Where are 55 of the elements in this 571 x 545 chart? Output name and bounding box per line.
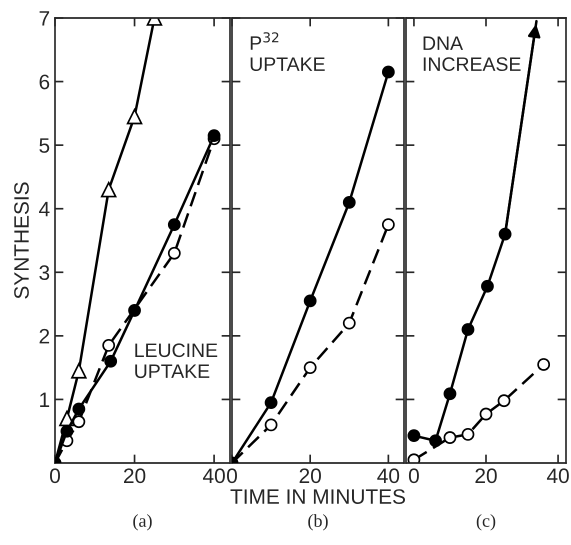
point bbox=[102, 339, 116, 352]
point bbox=[342, 196, 356, 209]
y-tick-label: 4 bbox=[39, 202, 50, 216]
y-tick-label: 7 bbox=[40, 11, 50, 26]
point bbox=[264, 418, 278, 432]
annotation: P$^{32}$ UPTAKE bbox=[250, 32, 325, 72]
x-tick-label: 20 bbox=[124, 468, 146, 484]
point bbox=[71, 363, 87, 379]
point bbox=[382, 66, 395, 78]
x-tick-label: 40 bbox=[377, 468, 400, 484]
y-tick-label: 5 bbox=[39, 138, 50, 153]
point bbox=[462, 323, 474, 336]
x-tick-label: 0 bbox=[227, 468, 237, 484]
point bbox=[480, 408, 492, 420]
point bbox=[382, 218, 395, 231]
x-tick-label: 40 bbox=[546, 468, 569, 484]
text: (c) bbox=[476, 514, 496, 531]
x-tick-label: 40 bbox=[202, 468, 225, 484]
point bbox=[537, 358, 550, 371]
x-tick-label: 0 bbox=[408, 468, 419, 484]
point bbox=[304, 361, 317, 374]
point bbox=[168, 246, 181, 260]
x-axis-title: TIME IN MINUTES bbox=[230, 489, 406, 504]
point bbox=[444, 431, 456, 444]
point bbox=[498, 228, 512, 241]
point bbox=[498, 394, 510, 408]
point bbox=[60, 424, 74, 438]
point bbox=[168, 218, 181, 231]
y-tick-label: 3 bbox=[39, 265, 50, 280]
y-tick-label: 6 bbox=[40, 74, 50, 90]
y-axis-title: SYNTHESIS bbox=[14, 182, 29, 299]
point bbox=[128, 304, 141, 317]
y-tick-label: 2 bbox=[40, 328, 50, 344]
annotation: LEUCINE UPTAKE bbox=[135, 343, 218, 378]
point bbox=[481, 280, 494, 293]
x-tick-label: 20 bbox=[300, 468, 321, 484]
point bbox=[408, 429, 420, 442]
text: (a) bbox=[133, 514, 152, 531]
y-tick-label: 1 bbox=[40, 392, 50, 407]
x-tick-label: 20 bbox=[475, 468, 497, 484]
point bbox=[304, 294, 317, 308]
annotation: DNA INCREASE bbox=[424, 36, 521, 72]
point bbox=[462, 428, 474, 441]
point bbox=[100, 182, 116, 198]
text: (b) bbox=[308, 514, 328, 531]
point bbox=[444, 387, 456, 400]
point bbox=[208, 129, 220, 142]
point bbox=[72, 415, 86, 428]
point bbox=[264, 396, 278, 409]
point bbox=[72, 402, 86, 416]
point bbox=[104, 354, 118, 368]
point bbox=[342, 316, 356, 330]
x-tick-label: 0 bbox=[50, 468, 60, 484]
point bbox=[126, 108, 142, 124]
point bbox=[429, 434, 442, 448]
